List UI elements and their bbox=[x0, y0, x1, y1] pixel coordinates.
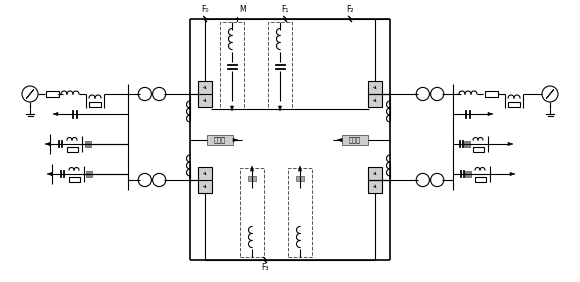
Bar bbox=[484, 91, 498, 97]
Text: 接地极: 接地极 bbox=[214, 137, 226, 143]
Bar bbox=[68, 177, 79, 182]
Polygon shape bbox=[488, 113, 493, 116]
Text: F₃: F₃ bbox=[261, 263, 269, 272]
Bar bbox=[86, 171, 92, 177]
Bar bbox=[296, 176, 304, 181]
Polygon shape bbox=[230, 106, 234, 111]
Text: F₂: F₂ bbox=[346, 5, 354, 14]
Polygon shape bbox=[508, 142, 513, 146]
Bar bbox=[67, 147, 78, 151]
Polygon shape bbox=[510, 173, 515, 175]
Text: 接比极: 接比极 bbox=[349, 137, 361, 143]
Bar bbox=[473, 147, 484, 151]
Bar bbox=[368, 81, 382, 107]
Bar bbox=[342, 135, 368, 145]
Polygon shape bbox=[337, 138, 342, 142]
Bar bbox=[89, 102, 101, 107]
Bar bbox=[474, 177, 485, 182]
Polygon shape bbox=[251, 166, 253, 171]
Bar bbox=[240, 168, 264, 257]
Text: F₁: F₁ bbox=[281, 5, 289, 14]
Bar bbox=[248, 176, 256, 181]
Text: F₀: F₀ bbox=[201, 5, 209, 14]
Polygon shape bbox=[45, 142, 50, 146]
Text: M: M bbox=[239, 5, 245, 14]
Polygon shape bbox=[299, 166, 302, 171]
Bar bbox=[207, 135, 233, 145]
Polygon shape bbox=[233, 138, 238, 142]
Bar bbox=[220, 22, 244, 109]
Bar bbox=[45, 91, 59, 97]
Bar bbox=[85, 141, 91, 147]
Bar bbox=[464, 141, 470, 147]
Bar bbox=[368, 167, 382, 193]
Bar bbox=[508, 102, 520, 107]
Bar bbox=[198, 167, 212, 193]
Polygon shape bbox=[47, 173, 52, 175]
Polygon shape bbox=[278, 106, 281, 111]
Bar bbox=[288, 168, 312, 257]
Bar bbox=[198, 81, 212, 107]
Polygon shape bbox=[53, 113, 58, 116]
Bar bbox=[268, 22, 292, 109]
Bar bbox=[465, 171, 471, 177]
